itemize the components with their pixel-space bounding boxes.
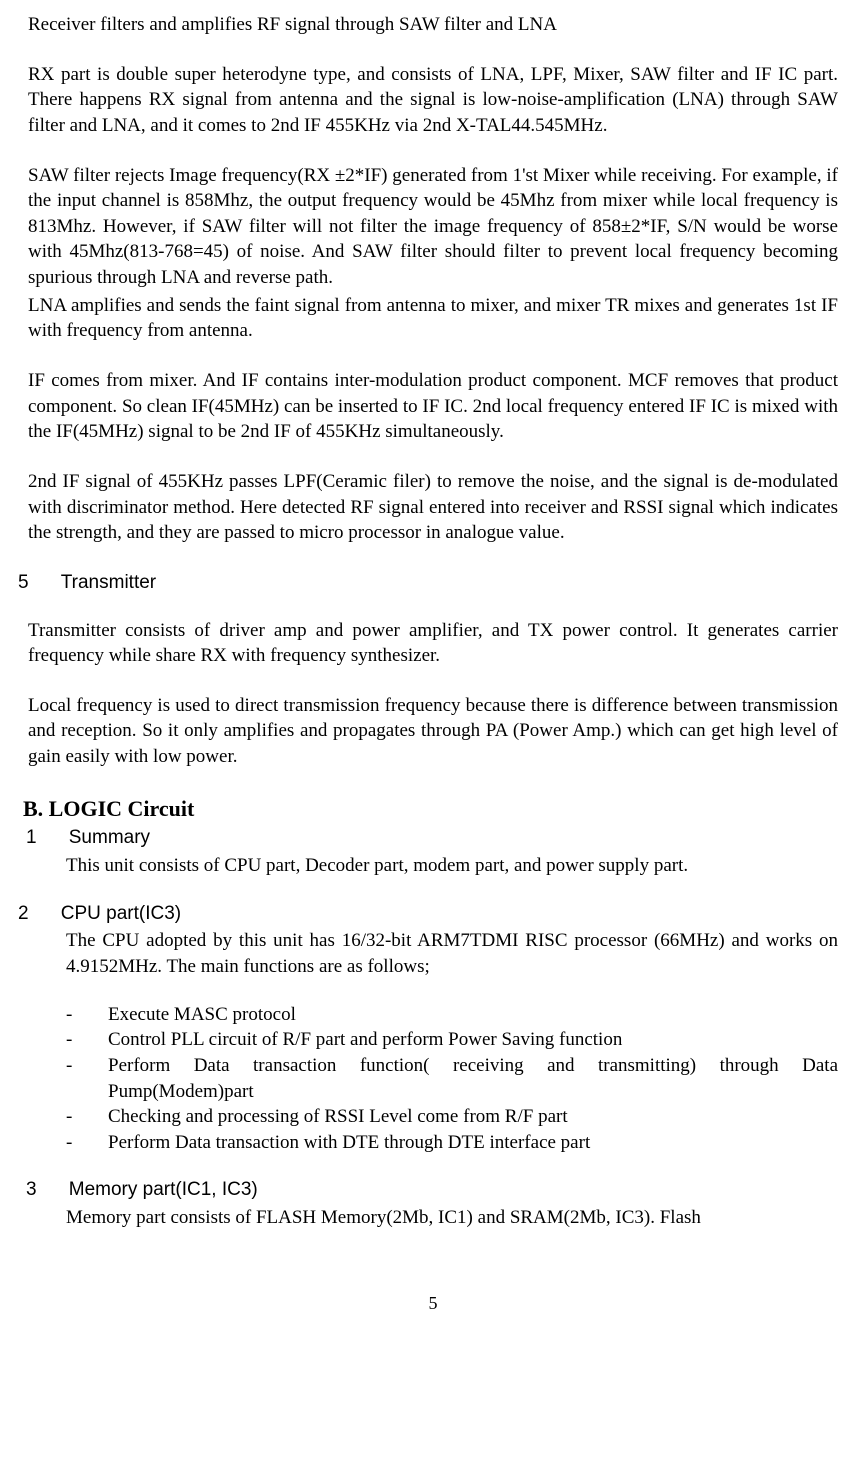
list-item: Perform Data transaction with DTE throug… bbox=[66, 1130, 838, 1156]
cpu-body: The CPU adopted by this unit has 16/32-b… bbox=[66, 928, 838, 979]
rx-description: RX part is double super heterodyne type,… bbox=[28, 62, 838, 139]
if-mixer-para: IF comes from mixer. And IF contains int… bbox=[28, 368, 838, 445]
list-item: Control PLL circuit of R/F part and perf… bbox=[66, 1027, 838, 1053]
lna-para: LNA amplifies and sends the faint signal… bbox=[28, 293, 838, 344]
list-item: Execute MASC protocol bbox=[66, 1002, 838, 1028]
cpu-function-list: Execute MASC protocol Control PLL circui… bbox=[66, 1002, 838, 1156]
memory-body: Memory part consists of FLASH Memory(2Mb… bbox=[66, 1205, 838, 1231]
section-2-header: 2 CPU part(IC3) bbox=[18, 901, 838, 927]
section-3-label: Memory part(IC1, IC3) bbox=[69, 1179, 258, 1200]
section-5-label: Transmitter bbox=[61, 572, 156, 593]
section-3-number: 3 bbox=[26, 1177, 64, 1203]
section-2-label: CPU part(IC3) bbox=[61, 903, 181, 924]
section-2-number: 2 bbox=[18, 901, 56, 927]
receiver-intro: Receiver filters and amplifies RF signal… bbox=[28, 12, 838, 38]
saw-filter-para: SAW filter rejects Image frequency(RX ±2… bbox=[28, 163, 838, 291]
second-if-para: 2nd IF signal of 455KHz passes LPF(Ceram… bbox=[28, 469, 838, 546]
logic-circuit-heading: B. LOGIC Circuit bbox=[23, 794, 838, 824]
section-5-number: 5 bbox=[18, 570, 56, 596]
list-item: Perform Data transaction function( recei… bbox=[66, 1053, 838, 1104]
section-3-header: 3 Memory part(IC1, IC3) bbox=[26, 1177, 838, 1203]
section-1-header: 1 Summary bbox=[26, 825, 838, 851]
section-1-number: 1 bbox=[26, 825, 64, 851]
page-number: 5 bbox=[28, 1291, 838, 1315]
section-5-header: 5 Transmitter bbox=[18, 570, 838, 596]
summary-body: This unit consists of CPU part, Decoder … bbox=[66, 853, 838, 879]
list-item: Checking and processing of RSSI Level co… bbox=[66, 1104, 838, 1130]
transmitter-para-1: Transmitter consists of driver amp and p… bbox=[28, 618, 838, 669]
section-1-label: Summary bbox=[69, 827, 150, 848]
transmitter-para-2: Local frequency is used to direct transm… bbox=[28, 693, 838, 770]
